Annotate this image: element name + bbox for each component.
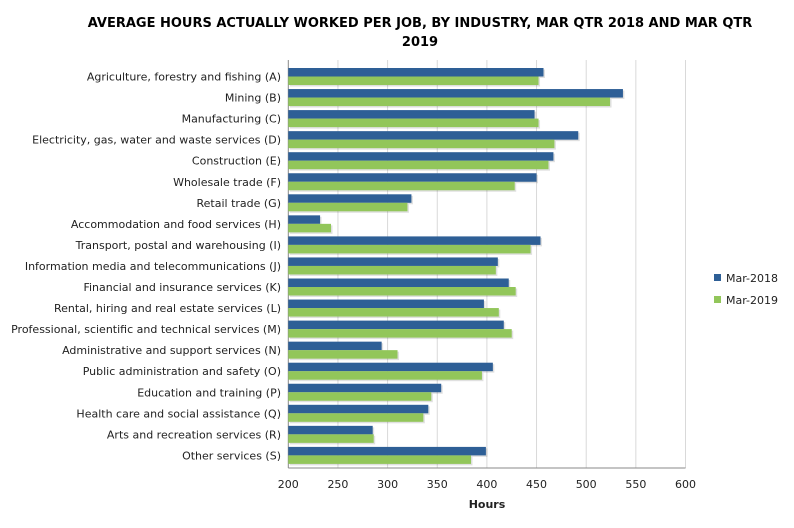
x-tick-label: 600: [675, 478, 696, 491]
category-label: Agriculture, forestry and fishing (A): [87, 71, 281, 84]
category-label: Electricity, gas, water and waste servic…: [32, 134, 281, 147]
category-label: Transport, postal and warehousing (I): [75, 239, 281, 252]
bar-mar-2018: [288, 152, 554, 161]
bar-mar-2018: [288, 320, 504, 330]
category-label: Information media and telecommunications…: [25, 260, 281, 273]
bar-mar-2018: [288, 341, 382, 351]
chart-title: AVERAGE HOURS ACTUALLY WORKED PER JOB, B…: [88, 16, 753, 50]
bar-mar-2018: [288, 215, 321, 224]
category-label: Professional, scientific and technical s…: [11, 323, 281, 336]
bar-mar-2019: [288, 392, 432, 401]
bar-mar-2019: [288, 329, 512, 338]
bar-mar-2018: [288, 173, 537, 182]
legend-label: Mar-2018: [726, 272, 778, 285]
bar-mar-2018: [288, 383, 442, 393]
bar-mar-2019: [288, 265, 496, 275]
chart-title-line: AVERAGE HOURS ACTUALLY WORKED PER JOB, B…: [88, 16, 753, 31]
bar-mar-2019: [288, 160, 549, 170]
category-label: Health care and social assistance (Q): [76, 407, 281, 420]
x-tick-labels: 200 250 300 350 400 450 500 550 600: [278, 478, 696, 491]
x-axis-label: Hours: [469, 498, 506, 511]
bar-mar-2018: [288, 110, 535, 119]
bar-mar-2019: [288, 413, 424, 422]
bar-mar-2018: [288, 236, 541, 245]
bar-mar-2018: [288, 278, 509, 287]
x-tick-label: 450: [526, 478, 547, 491]
bar-mar-2018: [288, 194, 412, 203]
x-tick-label: 400: [476, 478, 497, 491]
category-label: Arts and recreation services (R): [107, 428, 281, 441]
bar-mar-2019: [288, 97, 611, 107]
category-label: Manufacturing (C): [182, 113, 281, 126]
category-label: Retail trade (G): [196, 197, 281, 210]
bar-mar-2019: [288, 371, 482, 380]
bar-mar-2018: [288, 89, 623, 98]
bar-mar-2019: [288, 139, 555, 149]
bar-mar-2019: [288, 223, 331, 233]
bar-mar-2019: [288, 455, 472, 464]
bar-mar-2018: [288, 257, 498, 266]
x-tick-label: 300: [377, 478, 398, 491]
x-tick-label: 500: [576, 478, 597, 491]
legend-label: Mar-2019: [726, 294, 778, 307]
x-tick-label: 200: [278, 478, 299, 491]
bar-mar-2019: [288, 287, 516, 296]
category-label: Financial and insurance services (K): [83, 281, 281, 294]
chart-title-line: 2019: [402, 35, 438, 50]
legend: Mar-2018 Mar-2019: [714, 272, 778, 307]
bar-mar-2018: [288, 68, 544, 77]
bar-mar-2019: [288, 350, 398, 359]
legend-swatch: [714, 274, 721, 281]
category-label: Rental, hiring and real estate services …: [54, 302, 281, 315]
bar-mar-2019: [288, 76, 539, 85]
legend-swatch: [714, 296, 721, 303]
x-tick-label: 250: [327, 478, 348, 491]
category-labels: Agriculture, forestry and fishing (A) Min…: [11, 71, 281, 463]
bar-mar-2018: [288, 131, 579, 140]
bar-mar-2019: [288, 118, 539, 128]
bars: [288, 68, 625, 466]
bar-mar-2019: [288, 181, 515, 191]
bar-mar-2019: [288, 308, 499, 317]
bar-mar-2019: [288, 434, 374, 443]
category-label: Wholesale trade (F): [173, 176, 281, 189]
bar-mar-2019: [288, 202, 408, 212]
category-label: Accommodation and food services (H): [71, 218, 281, 231]
category-label: Construction (E): [192, 155, 281, 168]
bar-mar-2018: [288, 404, 429, 414]
category-label: Administrative and support services (N): [62, 344, 281, 357]
bar-mar-2018: [288, 362, 493, 372]
x-tick-label: 350: [427, 478, 448, 491]
bar-mar-2018: [288, 446, 486, 456]
category-label: Public administration and safety (O): [83, 365, 281, 378]
category-label: Other services (S): [182, 449, 281, 462]
bar-mar-2018: [288, 425, 373, 435]
bar-mar-2019: [288, 244, 531, 254]
category-label: Mining (B): [225, 92, 281, 105]
category-label: Education and training (P): [137, 386, 281, 399]
bar-mar-2018: [288, 299, 484, 309]
x-tick-label: 550: [625, 478, 646, 491]
